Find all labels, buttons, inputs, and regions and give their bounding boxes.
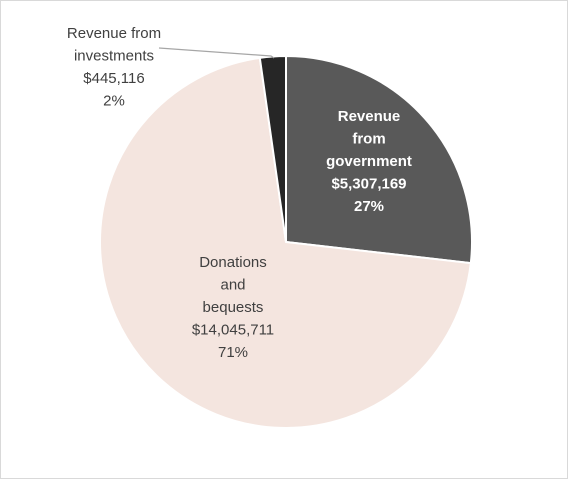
pie-slice-donations [99,56,472,429]
data-label-investments-percent: 2% [103,93,125,110]
data-label-donations: Donations and bequests $14,045,711 71% [192,254,274,361]
data-label-government-value: $5,307,169 [331,176,406,193]
data-label-government-category-line: Revenue [338,108,401,125]
data-label-investments-value: $445,116 [83,70,144,87]
data-label-government-category-line: from [352,131,385,148]
pie-slice-investments [258,54,287,243]
data-label-investments-category-line: investments [74,48,154,65]
pie-slice-government [285,54,473,265]
data-label-donations-category-line: bequests [203,299,264,316]
leader-line-investments [158,47,275,59]
data-label-investments: Revenue from investments $445,116 2% [67,25,161,110]
data-label-government-percent: 27% [354,198,384,215]
data-label-donations-category-line: and [220,277,245,294]
data-label-government: Revenue from government $5,307,169 27% [326,108,412,215]
data-label-government-category-line: government [326,153,412,170]
data-label-donations-value: $14,045,711 [192,322,274,339]
data-label-donations-category-line: Donations [199,254,267,271]
data-label-investments-category-line: Revenue from [67,25,161,42]
data-label-donations-percent: 71% [218,344,248,361]
